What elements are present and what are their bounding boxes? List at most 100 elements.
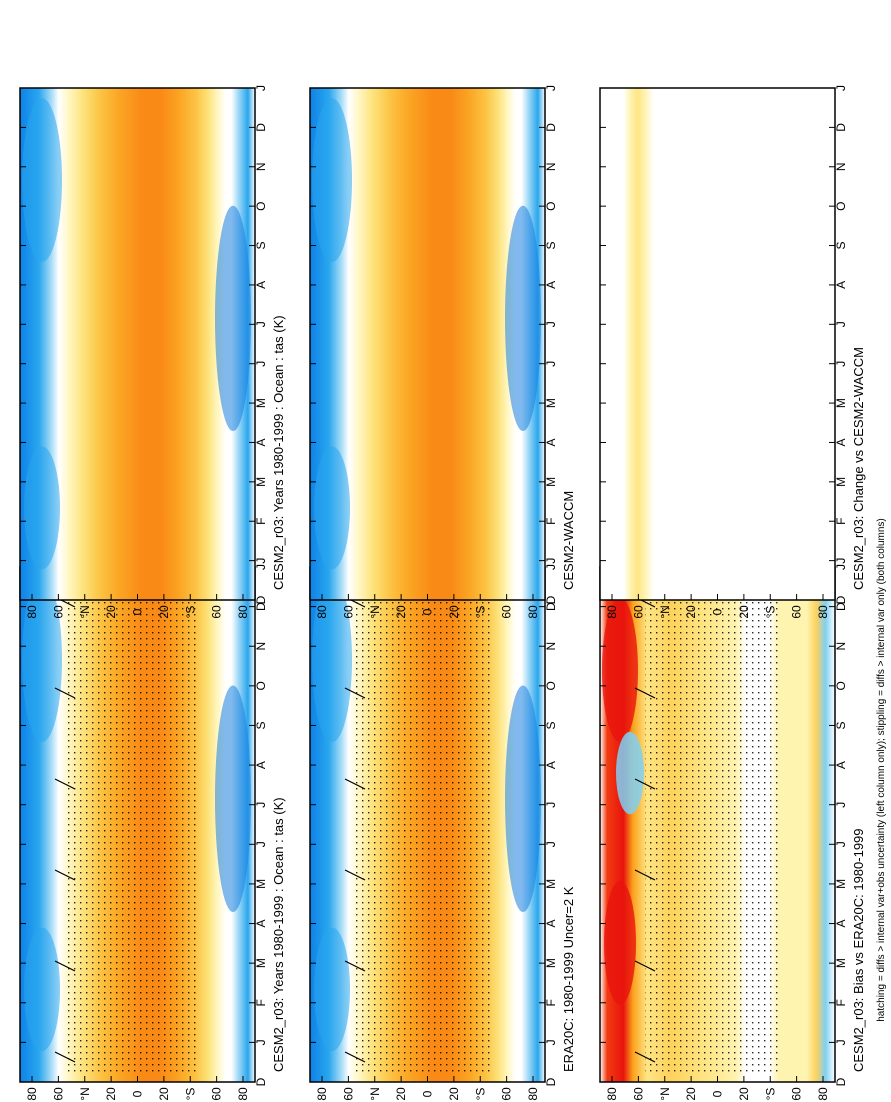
x-tick-label: D xyxy=(834,1077,848,1086)
x-tick-label: J xyxy=(254,558,268,564)
x-tick-label: J xyxy=(254,1039,268,1045)
x-tick-label: O xyxy=(834,681,848,690)
panel-p5: D J F M A M J J A S O N D J 80 60 °N 20 0 20 °S 60 80 CESM2_r03… xyxy=(599,564,866,1101)
y-tick-label: °S xyxy=(183,606,197,619)
x-tick-label: S xyxy=(834,242,848,250)
x-tick-label: D xyxy=(544,123,558,132)
x-tick-label: D xyxy=(834,595,848,604)
y-tick-label: °N xyxy=(78,605,92,618)
y-tick-label: 60 xyxy=(790,1087,804,1101)
y-tick-label: 80 xyxy=(315,1087,329,1101)
y-tick-label: 60 xyxy=(500,605,514,619)
x-tick-label: M xyxy=(834,879,848,889)
y-tick-label: 0 xyxy=(711,608,725,615)
y-tick-label: 80 xyxy=(605,605,619,619)
x-tick-label: M xyxy=(544,879,558,889)
hatch-mark xyxy=(344,687,366,699)
x-tick-label: J xyxy=(834,564,848,570)
y-tick-label: 20 xyxy=(104,605,118,619)
x-tick-label: J xyxy=(834,361,848,367)
y-tick-label: 60 xyxy=(210,605,224,619)
y-tick-label: °N xyxy=(78,1087,92,1100)
y-tick-label: 80 xyxy=(25,1087,39,1101)
panels-layer: D J F M A M J J A S O N D J 80 60 °N 20 0 20 °S 60 80 CESM2_r03… xyxy=(19,85,866,1101)
x-tick-label: A xyxy=(834,761,848,769)
stippling-p1 xyxy=(65,577,200,1072)
panel-p3: D J F M A M J J A S O N D J 80 60 °N 20 0 20 °S 60 80 ERA20C: 1… xyxy=(309,564,576,1101)
x-tick-label: J xyxy=(254,802,268,808)
x-tick-label: D xyxy=(254,1077,268,1086)
hatch-mark xyxy=(54,960,76,972)
x-tick-label: F xyxy=(544,999,558,1006)
x-tick-label: J xyxy=(544,361,558,367)
panel-title-p2: CESM2_r03: Years 1980-1999 : Ocean : tas… xyxy=(271,315,286,590)
bias-hot-a xyxy=(602,597,638,743)
arctic-cold-b-p3 xyxy=(314,927,350,1052)
stippling-p3 xyxy=(355,577,490,1072)
arctic-cold-p4 xyxy=(312,98,352,263)
y-tick-label: 60 xyxy=(790,605,804,619)
x-tick-label: M xyxy=(254,879,268,889)
y-tick-label: 60 xyxy=(631,605,645,619)
y-tick-label: 0 xyxy=(131,608,145,615)
x-tick-label: F xyxy=(834,518,848,525)
x-tick-label: S xyxy=(544,242,558,250)
y-tick-label: 80 xyxy=(816,1087,830,1101)
y-tick-label: 80 xyxy=(526,1087,540,1101)
x-tick-label: J xyxy=(544,564,558,570)
x-tick-label: F xyxy=(254,518,268,525)
x-tick-label: M xyxy=(544,477,558,487)
hatch-mark xyxy=(344,960,366,972)
panel-title-p5: CESM2_r03: Bias vs ERA20C: 1980-1999 xyxy=(851,828,866,1072)
x-tick-label: S xyxy=(834,721,848,729)
y-tick-label: °S xyxy=(473,606,487,619)
hatch-mark xyxy=(344,778,366,790)
hatch-mark xyxy=(634,960,656,972)
x-tick-label: D xyxy=(254,602,268,611)
y-tick-label: 80 xyxy=(25,605,39,619)
y-tick-label: 80 xyxy=(605,1087,619,1101)
y-tick-label: °N xyxy=(658,1087,672,1100)
y-tick-label: 60 xyxy=(341,1087,355,1101)
x-tick-label: N xyxy=(254,162,268,171)
hatch-mark xyxy=(634,687,656,699)
x-tick-label: N xyxy=(544,162,558,171)
x-tick-label: A xyxy=(254,281,268,289)
y-tick-label: 20 xyxy=(157,1087,171,1101)
y-tick-label: 20 xyxy=(684,605,698,619)
x-tick-label: A xyxy=(544,281,558,289)
x-tick-label: O xyxy=(254,681,268,690)
hatch-mark xyxy=(344,1051,366,1063)
y-tick-label: 0 xyxy=(131,1090,145,1097)
x-tick-label: M xyxy=(254,477,268,487)
x-tick-label: A xyxy=(544,920,558,928)
y-tick-label: °S xyxy=(763,1088,777,1101)
x-tick-label: J xyxy=(834,1039,848,1045)
stippling-p5 xyxy=(645,577,780,1072)
x-tick-label: F xyxy=(834,999,848,1006)
x-tick-label: O xyxy=(544,201,558,210)
x-tick-label: J xyxy=(834,321,848,327)
y-tick-label: 20 xyxy=(394,1087,408,1101)
x-tick-label: O xyxy=(544,681,558,690)
y-tick-label: 20 xyxy=(447,1087,461,1101)
hatch-mark xyxy=(54,687,76,699)
x-tick-label: M xyxy=(544,398,558,408)
arctic-cold-p3 xyxy=(312,577,352,743)
x-tick-label: D xyxy=(544,1077,558,1086)
hatch-mark xyxy=(634,869,656,881)
x-tick-label: F xyxy=(254,999,268,1006)
arctic-cold-b-p4 xyxy=(314,446,350,570)
y-tick-label: 20 xyxy=(447,605,461,619)
x-tick-label: M xyxy=(834,398,848,408)
x-tick-label: D xyxy=(834,602,848,611)
x-tick-label: N xyxy=(834,162,848,171)
x-tick-label: A xyxy=(834,438,848,446)
panel-title-p4: CESM2-WACCM xyxy=(561,491,576,590)
x-tick-label: J xyxy=(254,361,268,367)
x-tick-label: J xyxy=(254,321,268,327)
figure-footnote: hatching = diffs > internal var+obs unce… xyxy=(876,518,887,1022)
x-tick-label: D xyxy=(834,123,848,132)
x-tick-label: D xyxy=(544,595,558,604)
panel-title-p1: CESM2_r03: Years 1980-1999 : Ocean : tas… xyxy=(271,797,286,1072)
